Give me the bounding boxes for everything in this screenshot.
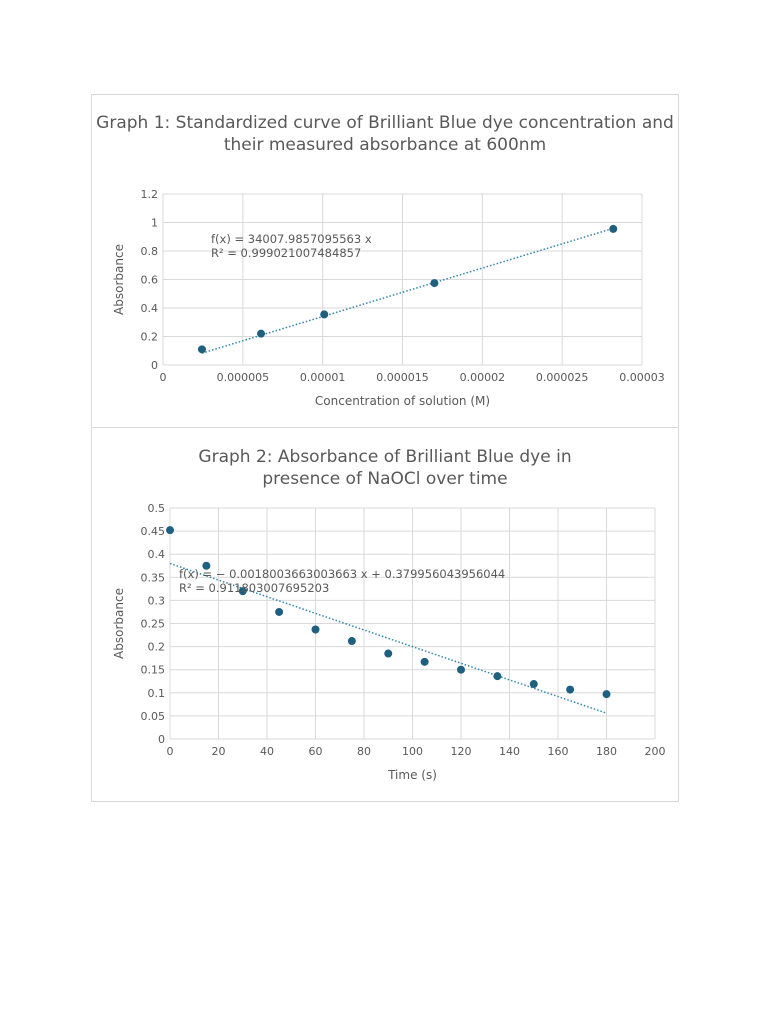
data-point [384, 649, 393, 658]
x-tick-label: 40 [260, 745, 274, 758]
data-point [420, 657, 429, 666]
x-tick-label: 80 [357, 745, 371, 758]
y-tick-label: 0 [151, 359, 158, 372]
chart-1: Graph 1: Standardized curve of Brilliant… [91, 94, 679, 428]
data-point [197, 345, 206, 354]
y-tick-label: 0.2 [141, 331, 159, 344]
data-point [347, 637, 356, 646]
x-tick-label: 0.00002 [460, 371, 506, 384]
chart-2-plot: 0 20 40 60 80 100 120 140 160 180 200 0 0.05 0.1 0.15 0… [112, 502, 666, 782]
chart-2-title: Graph 2: Absorbance of Brilliant Blue dy… [198, 447, 572, 489]
y-tick-label: 0.3 [148, 594, 166, 607]
y-tick-label: 0.15 [141, 664, 166, 677]
x-tick-label: 160 [548, 745, 569, 758]
y-tick-label: 0 [158, 733, 165, 746]
data-point [311, 625, 320, 634]
r-squared-label: R² = 0.911803007695203 [179, 581, 329, 595]
y-tick-label: 0.6 [141, 274, 159, 287]
y-tick-label: 0.4 [148, 548, 166, 561]
data-point [493, 672, 502, 681]
x-tick-label: 0.000025 [536, 371, 589, 384]
y-tick-label: 0.1 [148, 687, 166, 700]
y-tick-label: 0.8 [141, 245, 159, 258]
trendline-equation: f(x) = − 0.0018003663003663 x + 0.379956… [179, 567, 505, 581]
y-tick-label: 0.5 [148, 502, 166, 515]
x-tick-label: 140 [499, 745, 520, 758]
data-point [430, 279, 439, 288]
data-point [320, 310, 329, 319]
chart-2: Graph 2: Absorbance of Brilliant Blue dy… [91, 427, 679, 802]
y-tick-label: 0.2 [148, 641, 166, 654]
trendline-equation: f(x) = 34007.9857095563 x [211, 232, 372, 246]
data-point [238, 587, 247, 596]
y-tick-label: 0.35 [141, 571, 166, 584]
y-axis-label: Absorbance [112, 244, 126, 315]
r-squared-label: R² = 0.999021007484857 [211, 246, 361, 260]
data-point [166, 526, 174, 535]
y-axis-label: Absorbance [112, 588, 126, 659]
y-tick-label: 0.45 [141, 525, 166, 538]
data-point [257, 329, 266, 338]
data-point [529, 680, 538, 689]
x-axis-label: Concentration of solution (M) [315, 394, 490, 408]
trendline [201, 227, 614, 354]
y-tick-label: 0.05 [141, 710, 166, 723]
x-axis-label: Time (s) [387, 768, 437, 782]
data-point [457, 665, 465, 674]
chart-1-plot: 0 0.000005 0.00001 0.000015 0.00002 0.000025 0… [112, 188, 665, 408]
x-tick-label: 0.00003 [619, 371, 665, 384]
data-point [566, 685, 575, 694]
data-point [275, 607, 284, 616]
y-tick-label: 1.2 [141, 188, 159, 201]
x-tick-label: 0 [160, 371, 167, 384]
x-tick-label: 180 [596, 745, 617, 758]
data-point [602, 690, 611, 699]
x-tick-label: 120 [451, 745, 472, 758]
x-tick-label: 60 [309, 745, 323, 758]
x-tick-label: 0 [167, 745, 174, 758]
x-tick-label: 0.000015 [376, 371, 429, 384]
y-tick-label: 0.25 [141, 618, 166, 631]
x-tick-label: 200 [645, 745, 666, 758]
x-tick-label: 20 [212, 745, 226, 758]
x-tick-label: 100 [402, 745, 423, 758]
data-point [202, 561, 211, 570]
x-tick-label: 0.00001 [300, 371, 346, 384]
data-point [609, 224, 618, 233]
y-tick-label: 1 [151, 217, 158, 230]
x-tick-label: 0.000005 [217, 371, 269, 384]
y-tick-label: 0.4 [141, 302, 159, 315]
chart-1-title: Graph 1: Standardized curve of Brilliant… [96, 113, 674, 155]
